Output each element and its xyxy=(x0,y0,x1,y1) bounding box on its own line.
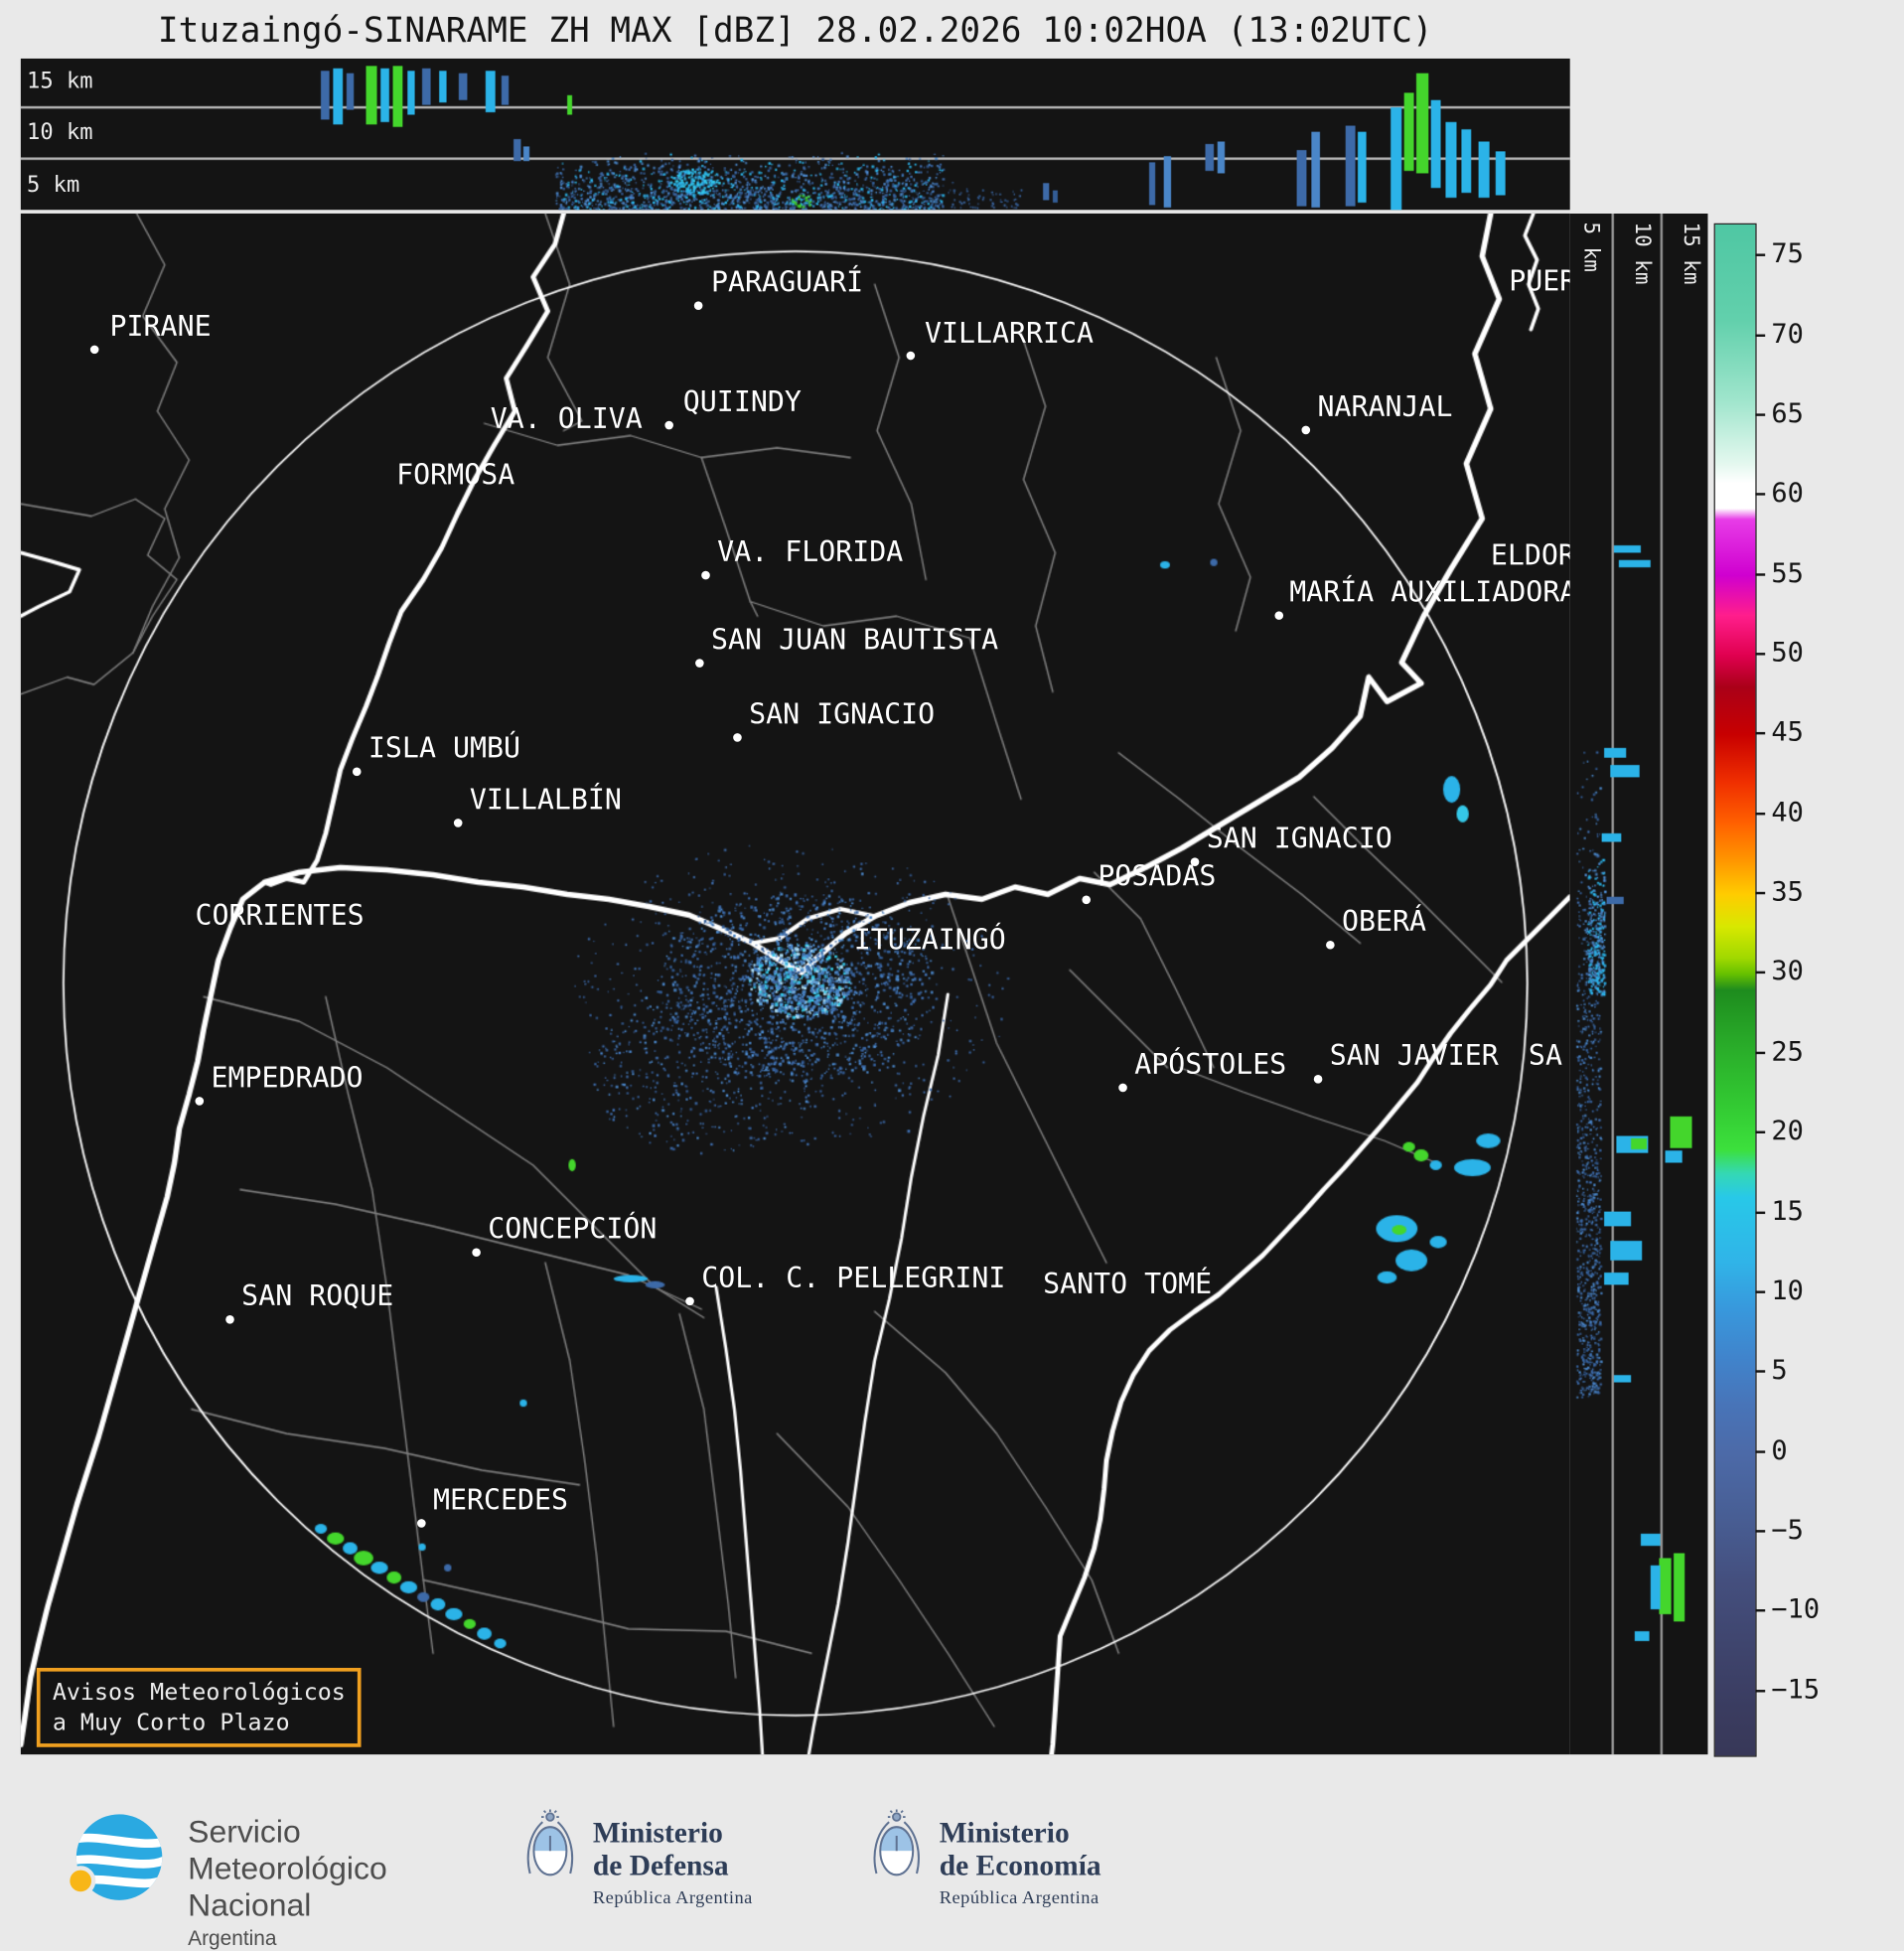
colorbar-tick-label: 5 xyxy=(1771,1355,1788,1387)
coat-of-arms-icon xyxy=(526,1809,574,1876)
radar-map-canvas xyxy=(20,213,1570,1755)
colorbar-tick-label: 30 xyxy=(1771,957,1804,988)
colorbar-tick-label: 0 xyxy=(1771,1435,1788,1466)
right-height-label-5km: 5 km xyxy=(1578,222,1603,272)
smn-country: Argentina xyxy=(188,1926,277,1951)
ministry-economia-line1: Ministerio xyxy=(939,1818,1070,1850)
coat-of-arms-icon xyxy=(873,1809,920,1876)
colorbar-tick-label: 20 xyxy=(1771,1116,1804,1147)
colorbar-tick-label: 70 xyxy=(1771,319,1804,350)
colorbar-tick-label: 60 xyxy=(1771,478,1804,510)
height-label-15km: 15 km xyxy=(27,68,93,94)
colorbar-tick-label: −5 xyxy=(1771,1515,1804,1547)
top-cross-section-canvas xyxy=(20,58,1570,211)
colorbar xyxy=(1713,223,1757,1757)
ministry-defensa-brand: Ministerio de Defensa República Argentin… xyxy=(522,1808,753,1909)
colorbar-tick xyxy=(1755,253,1766,257)
colorbar-tick xyxy=(1755,333,1766,337)
smn-name-line3: Nacional xyxy=(188,1886,312,1924)
colorbar-tick xyxy=(1755,891,1766,895)
warning-line-2: a Muy Corto Plazo xyxy=(52,1709,290,1736)
colorbar-tick xyxy=(1755,1211,1766,1214)
colorbar-tick-label: 45 xyxy=(1771,717,1804,749)
colorbar-tick xyxy=(1755,1130,1766,1134)
colorbar-tick-label: 65 xyxy=(1771,398,1804,430)
right-height-label-15km: 15 km xyxy=(1679,222,1703,285)
top-cross-section-panel: 15 km 10 km 5 km xyxy=(20,58,1570,211)
right-cross-section-panel: 5 km 10 km 15 km xyxy=(1569,213,1708,1755)
colorbar-tick xyxy=(1755,972,1766,975)
height-label-5km: 5 km xyxy=(27,172,80,198)
ministry-economia-brand: Ministerio de Economía República Argenti… xyxy=(868,1808,1101,1909)
radar-map-panel: PIRANE PARAGUARÍ VILLARRICA QUIINDY VA. OLIV… xyxy=(20,213,1570,1755)
ministry-economia-line2: de Economía xyxy=(939,1851,1101,1882)
ministry-defensa-line1: Ministerio xyxy=(592,1818,723,1850)
colorbar-tick-label: −15 xyxy=(1771,1674,1821,1706)
right-height-label-10km: 10 km xyxy=(1629,222,1655,285)
colorbar-tick xyxy=(1755,1449,1766,1453)
colorbar-tick xyxy=(1755,413,1766,416)
ministry-economia-line3: República Argentina xyxy=(939,1887,1099,1908)
smn-brand: Servicio Meteorológico Nacional Argentin… xyxy=(64,1806,387,1951)
smn-name-line1: Servicio xyxy=(188,1813,301,1850)
colorbar-tick xyxy=(1755,1609,1766,1612)
colorbar-tick-label: 25 xyxy=(1771,1036,1804,1068)
smn-logo-icon xyxy=(66,1814,163,1900)
colorbar-tick xyxy=(1755,732,1766,735)
colorbar-tick-label: 50 xyxy=(1771,638,1804,670)
colorbar-tick xyxy=(1755,653,1766,656)
colorbar-tick xyxy=(1755,812,1766,816)
colorbar-tick xyxy=(1755,1689,1766,1693)
colorbar-tick-label: 40 xyxy=(1771,797,1804,828)
colorbar-tick xyxy=(1755,1370,1766,1374)
colorbar-tick xyxy=(1755,1290,1766,1293)
warning-line-1: Avisos Meteorológicos xyxy=(52,1679,346,1707)
colorbar-tick-label: 35 xyxy=(1771,877,1804,908)
height-label-10km: 10 km xyxy=(27,119,93,146)
colorbar-tick-label: 15 xyxy=(1771,1196,1804,1227)
colorbar-tick-label: 55 xyxy=(1771,558,1804,589)
page-title: Ituzaingó-SINARAME ZH MAX [dBZ] 28.02.20… xyxy=(157,9,1433,51)
colorbar-tick xyxy=(1755,1530,1766,1533)
warning-box: Avisos Meteorológicos a Muy Corto Plazo xyxy=(36,1667,362,1748)
ministry-defensa-line3: República Argentina xyxy=(592,1887,753,1908)
radar-screen: Ituzaingó-SINARAME ZH MAX [dBZ] 28.02.20… xyxy=(20,9,1821,1950)
colorbar-tick-label: 10 xyxy=(1771,1276,1804,1307)
right-cross-section-canvas xyxy=(1569,213,1708,1755)
smn-name-line2: Meteorológico xyxy=(188,1850,387,1886)
ministry-defensa-line2: de Defensa xyxy=(592,1851,729,1882)
colorbar-tick-label: 75 xyxy=(1771,238,1804,270)
colorbar-tick xyxy=(1755,572,1766,576)
colorbar-tick xyxy=(1755,493,1766,496)
colorbar-tick-label: −10 xyxy=(1771,1594,1821,1626)
colorbar-tick xyxy=(1755,1051,1766,1054)
